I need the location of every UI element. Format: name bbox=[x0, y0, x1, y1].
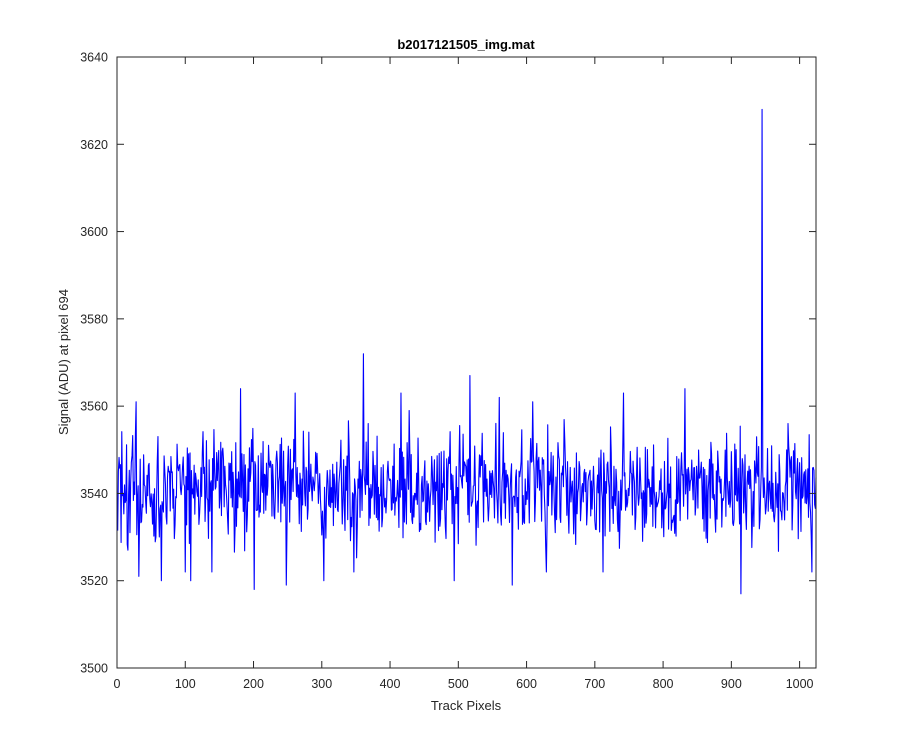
x-tick-label: 900 bbox=[721, 677, 742, 691]
x-axis: 0 100 200 300 400 500 600 700 800 900 1000 bbox=[114, 57, 814, 691]
y-axis-label: Signal (ADU) at pixel 694 bbox=[56, 289, 71, 435]
x-tick-label: 700 bbox=[584, 677, 605, 691]
x-tick-label: 200 bbox=[243, 677, 264, 691]
y-tick-label: 3600 bbox=[80, 225, 108, 239]
y-tick-label: 3520 bbox=[80, 574, 108, 588]
y-tick-label: 3640 bbox=[80, 51, 108, 65]
y-tick-label: 3540 bbox=[80, 487, 108, 501]
plot-frame bbox=[116, 56, 817, 669]
plot-area bbox=[117, 57, 816, 668]
x-tick-label: 100 bbox=[175, 677, 196, 691]
y-tick-label: 3580 bbox=[80, 312, 108, 326]
x-tick-label: 500 bbox=[448, 677, 469, 691]
x-tick-label: 300 bbox=[311, 677, 332, 691]
x-axis-label: Track Pixels bbox=[431, 698, 502, 713]
x-tick-label: 800 bbox=[653, 677, 674, 691]
chart-title: b2017121505_img.mat bbox=[397, 37, 535, 52]
signal-series-line bbox=[117, 108, 817, 595]
x-tick-label: 400 bbox=[380, 677, 401, 691]
y-tick-label: 3560 bbox=[80, 400, 108, 414]
x-tick-label: 0 bbox=[114, 677, 121, 691]
x-tick-label: 1000 bbox=[786, 677, 814, 691]
x-tick-label: 600 bbox=[516, 677, 537, 691]
y-tick-label: 3620 bbox=[80, 138, 108, 152]
y-axis: 3500 3520 3540 3560 3580 3600 3620 3640 bbox=[80, 51, 816, 676]
y-tick-label: 3500 bbox=[80, 662, 108, 676]
data-layer bbox=[117, 108, 817, 595]
